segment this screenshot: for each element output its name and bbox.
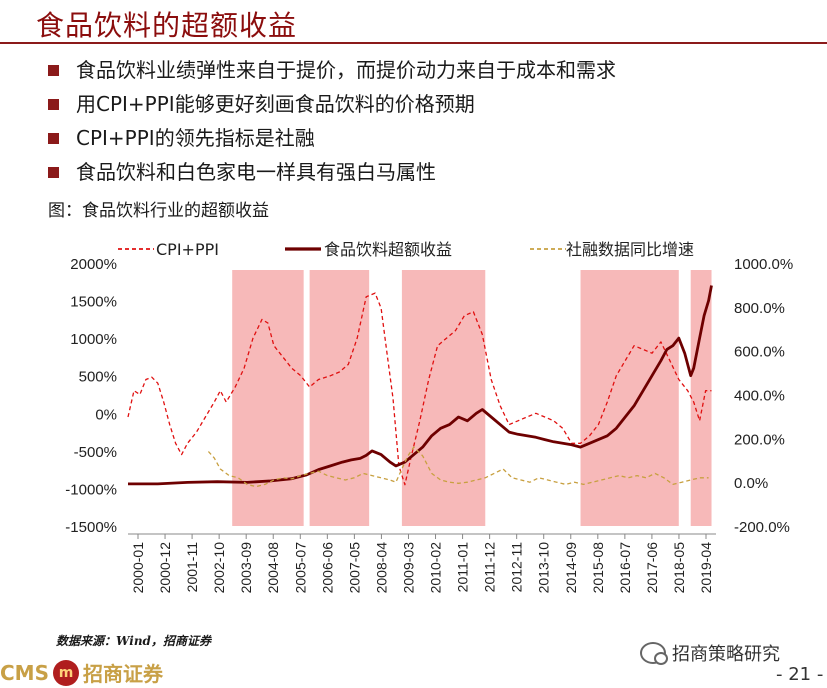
- x-tick-label: 2001-11: [184, 542, 200, 593]
- y-left-tick-label: 1500%: [70, 294, 117, 311]
- shaded-period: [401, 270, 486, 526]
- x-tick-label: 2002-10: [211, 542, 227, 594]
- y-left-tick-label: 1000%: [70, 331, 117, 348]
- y-right-tick-label: -200.0%: [734, 519, 790, 536]
- x-tick-label: 2011-12: [482, 542, 498, 593]
- bullet-text: 食品饮料业绩弹性来自于提价，而提价动力来自于成本和需求: [76, 58, 616, 82]
- logo-cn-text: 招商证券: [82, 662, 163, 686]
- bullet-text: 食品饮料和白色家电一样具有强白马属性: [76, 160, 436, 184]
- figure-title: 图：食品饮料行业的超额收益: [48, 201, 269, 221]
- title-divider: [0, 42, 827, 44]
- x-tick-label: 2000-01: [130, 542, 146, 594]
- bullet-item: 用CPI+PPI能够更好刻画食品饮料的价格预期: [48, 90, 616, 124]
- square-bullet-icon: [48, 167, 59, 178]
- y-left-tick-label: 500%: [79, 369, 117, 386]
- y-right-tick-label: 800.0%: [734, 300, 785, 317]
- wechat-icon: [640, 642, 668, 665]
- bullet-item: 食品饮料业绩弹性来自于提价，而提价动力来自于成本和需求: [48, 56, 616, 90]
- logo-badge-icon: m: [52, 659, 79, 686]
- page-title: 食品饮料的超额收益: [36, 9, 298, 42]
- square-bullet-icon: [48, 99, 59, 110]
- x-tick-label: 2008-04: [373, 542, 389, 594]
- series-line-3: [207, 446, 709, 488]
- x-tick-label: 2005-07: [292, 542, 308, 594]
- x-tick-label: 2010-02: [428, 542, 444, 594]
- bullet-text: CPI+PPI的领先指标是社融: [76, 126, 315, 150]
- x-tick-label: 2011-01: [455, 542, 471, 593]
- y-right-tick-label: 400.0%: [734, 388, 785, 405]
- shaded-period: [690, 270, 712, 526]
- y-left-tick-label: -1500%: [65, 519, 117, 536]
- page-number: - 21 -: [776, 664, 824, 685]
- data-source: 数据来源：Wind，招商证券: [56, 634, 211, 648]
- bullet-item: 食品饮料和白色家电一样具有强白马属性: [48, 158, 616, 192]
- bullet-item: CPI+PPI的领先指标是社融: [48, 124, 616, 158]
- x-tick-label: 2013-10: [536, 542, 552, 594]
- x-tick-label: 2004-08: [265, 542, 281, 594]
- x-tick-label: 2017-06: [644, 542, 660, 594]
- y-left-tick-label: -500%: [74, 444, 117, 461]
- x-tick-label: 2006-06: [319, 542, 335, 594]
- x-tick-label: 2016-07: [617, 542, 633, 594]
- logo-text: CMS: [0, 660, 49, 685]
- x-tick-label: 2019-04: [698, 542, 714, 594]
- y-left-tick-label: 0%: [95, 406, 117, 423]
- series-line-2: [128, 285, 713, 486]
- x-tick-label: 2000-12: [157, 542, 173, 594]
- square-bullet-icon: [48, 133, 59, 144]
- wechat-account: 招商策略研究: [640, 640, 780, 666]
- legend-label: 食品饮料超额收益: [324, 240, 452, 259]
- x-tick-label: 2015-08: [590, 542, 606, 594]
- x-tick-label: 2014-09: [563, 542, 579, 594]
- x-tick-label: 2007-05: [346, 542, 362, 594]
- x-tick-label: 2012-11: [509, 542, 525, 593]
- y-right-tick-label: 600.0%: [734, 344, 785, 361]
- legend-label: CPI+PPI: [156, 240, 219, 259]
- bullet-text: 用CPI+PPI能够更好刻画食品饮料的价格预期: [76, 92, 475, 116]
- x-tick-label: 2003-09: [238, 542, 254, 594]
- shaded-period: [309, 270, 370, 526]
- shaded-period: [580, 270, 679, 526]
- x-tick-label: 2009-03: [400, 542, 416, 594]
- shaded-period: [232, 270, 304, 526]
- y-right-tick-label: 200.0%: [734, 431, 785, 448]
- wechat-name: 招商策略研究: [672, 644, 780, 665]
- cms-logo: CMS m 招商证券: [0, 658, 163, 687]
- y-left-tick-label: -1000%: [65, 481, 117, 498]
- y-right-tick-label: 0.0%: [734, 475, 768, 492]
- square-bullet-icon: [48, 65, 59, 76]
- legend-label: 社融数据同比增速: [566, 240, 694, 259]
- x-tick-label: 2018-05: [671, 542, 687, 594]
- y-right-tick-label: 1000.0%: [734, 256, 793, 273]
- bullet-list: 食品饮料业绩弹性来自于提价，而提价动力来自于成本和需求 用CPI+PPI能够更好…: [48, 56, 616, 192]
- y-left-tick-label: 2000%: [70, 256, 117, 273]
